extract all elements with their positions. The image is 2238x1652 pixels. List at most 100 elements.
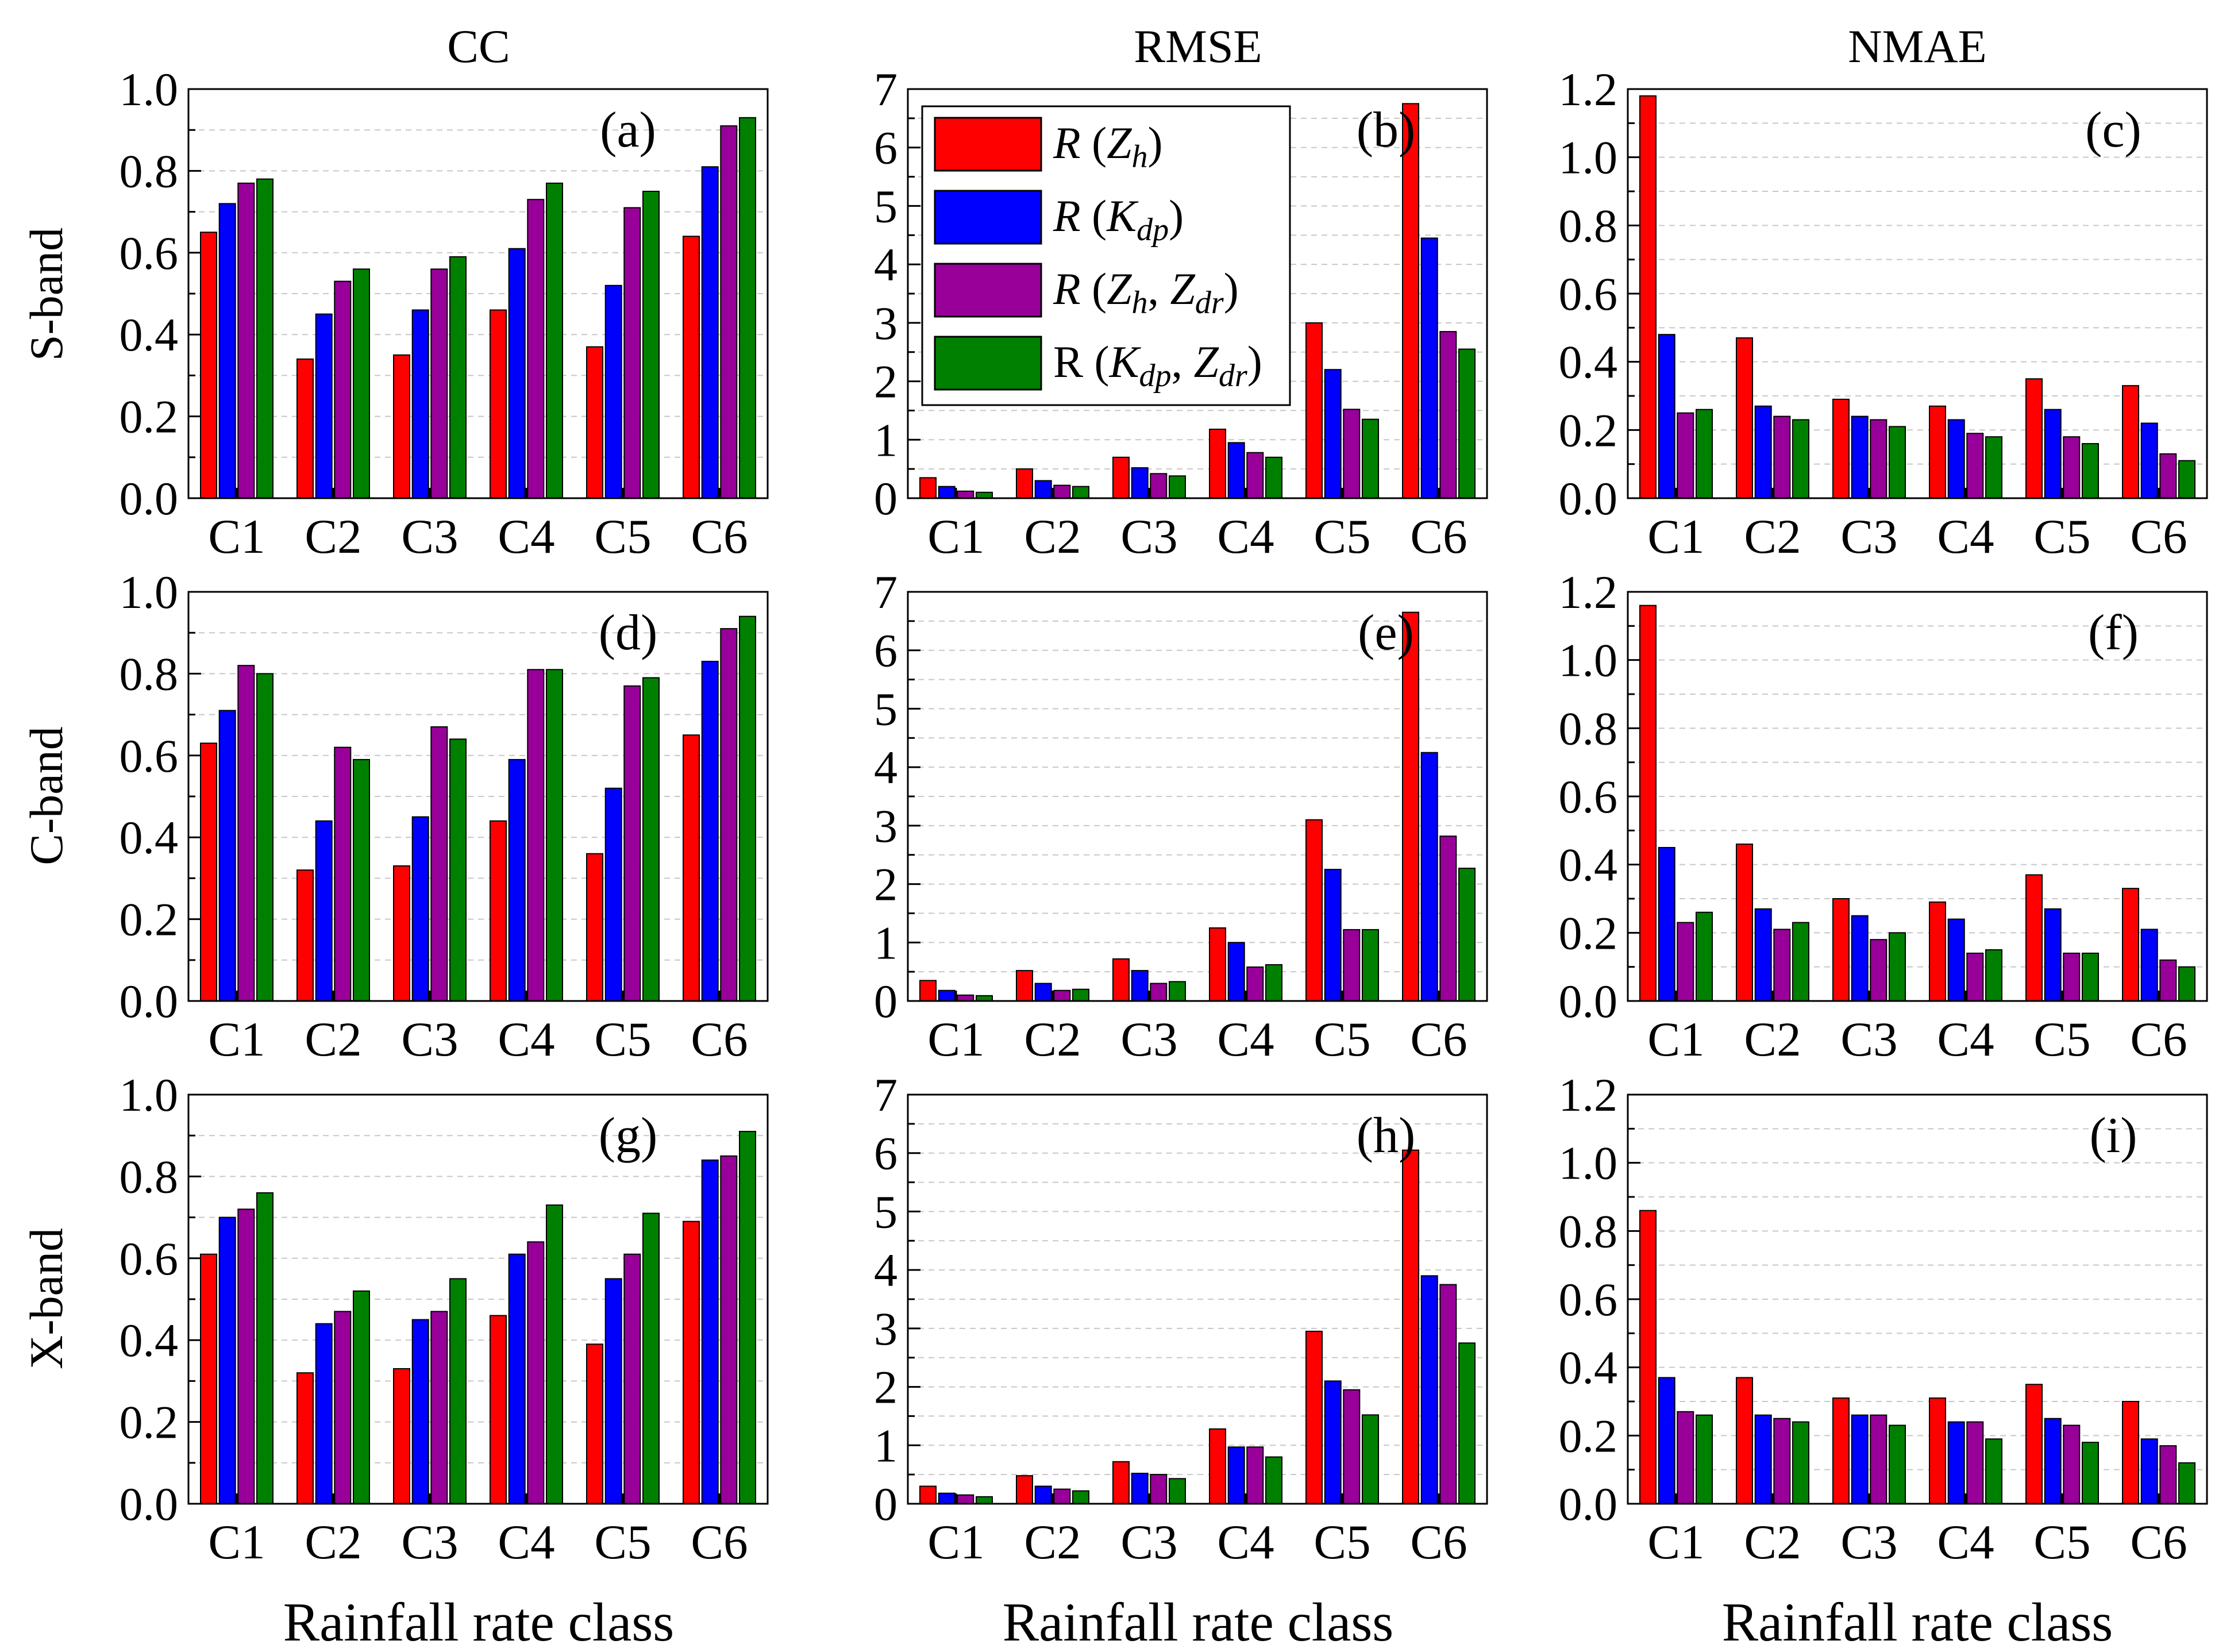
bar-a-c5-s1 (586, 346, 603, 499)
y-tick-label: 0.6 (120, 1233, 179, 1285)
bar-e-c4-s3 (1246, 966, 1264, 1002)
bar-f-c2-s2 (1754, 908, 1772, 1002)
x-tick-label: C4 (1937, 1515, 1994, 1569)
bar-e-c2-s4 (1072, 988, 1089, 1002)
x-tick-label: C5 (1313, 510, 1370, 564)
bar-d-c4-s2 (508, 758, 526, 1002)
x-tick-label: C5 (2033, 510, 2090, 564)
bar-g-c3-s1 (393, 1368, 410, 1504)
bar-e-c6-s1 (1402, 611, 1419, 1002)
bar-g-c6-s2 (701, 1159, 719, 1504)
panel-f: 0.0 0.2 0.4 0.6 0.8 1.0 1.2 C1 C2 C3 C4 C5 C6 (f) (1559, 566, 2208, 1066)
bar-h-c2-s4 (1072, 1490, 1089, 1505)
bar-d-c1-s3 (237, 665, 255, 1002)
panel-g: 0.0 0.2 0.4 0.6 0.8 1.0 C1 C2 C3 C4 C5 C6 (g) (120, 1069, 769, 1569)
bar-c-c4-s2 (1947, 419, 1965, 499)
y-tick-label: 0 (874, 1478, 897, 1530)
bar-g-c5-s1 (586, 1343, 603, 1505)
bar-d-c3-s3 (430, 726, 448, 1002)
y-tick-label: 1 (874, 414, 897, 466)
x-tick-label: C5 (2033, 1012, 2090, 1066)
bar-a-c3-s1 (393, 354, 410, 499)
x-axis-label-cc: Rainfall rate class (283, 1592, 675, 1652)
bar-c-c4-s3 (1966, 433, 1984, 499)
bar-c-c2-s1 (1736, 337, 1753, 499)
bar-b-c4-s3 (1246, 452, 1264, 499)
y-tick-label: 0.2 (1559, 907, 1618, 959)
bar-c-c5-s1 (2025, 378, 2043, 499)
bar-a-c4-s1 (490, 309, 507, 499)
bar-f-c3-s3 (1870, 939, 1888, 1002)
legend-swatch (934, 117, 1042, 172)
bar-b-c2-s4 (1072, 486, 1089, 499)
bar-d-c3-s2 (411, 816, 429, 1002)
bar-g-c3-s3 (430, 1311, 448, 1504)
bar-a-c5-s2 (604, 284, 622, 499)
panel-label: (f) (2088, 605, 2139, 661)
y-tick-label: 0.8 (1559, 199, 1618, 252)
bar-a-c6-s2 (701, 166, 719, 499)
bar-b-c1-s2 (938, 486, 956, 499)
y-tick-label: 6 (874, 1127, 897, 1180)
bar-a-c2-s3 (334, 280, 352, 499)
bar-f-c2-s4 (1792, 922, 1809, 1002)
y-tick-label: 4 (874, 1244, 897, 1296)
bar-i-c6-s1 (2122, 1401, 2139, 1504)
bar-d-c2-s4 (353, 758, 370, 1002)
x-tick-label: C4 (498, 510, 554, 564)
bar-b-c3-s2 (1131, 467, 1149, 499)
panel-label: (a) (600, 102, 656, 158)
bar-h-c1-s4 (976, 1496, 993, 1505)
bar-b-c1-s3 (957, 490, 974, 499)
bar-f-c2-s3 (1773, 929, 1791, 1002)
y-tick-label: 7 (874, 1069, 897, 1121)
y-tick-label: 0.8 (120, 145, 179, 197)
bar-c-c6-s3 (2159, 453, 2177, 499)
y-tick-label: 0.0 (1559, 472, 1618, 525)
bar-f-c1-s3 (1677, 922, 1694, 1002)
y-tick-label: 0.4 (1559, 1342, 1618, 1394)
bar-c-c4-s4 (1985, 436, 2002, 499)
bar-b-c4-s2 (1227, 442, 1245, 499)
bar-e-c6-s4 (1458, 868, 1476, 1002)
bar-b-c6-s1 (1402, 103, 1419, 499)
bar-i-c6-s3 (2159, 1445, 2177, 1505)
y-tick-label: 4 (874, 741, 897, 794)
bar-h-c2-s1 (1016, 1475, 1033, 1504)
bar-b-c5-s3 (1343, 409, 1361, 499)
bar-b-c5-s1 (1305, 322, 1323, 499)
y-tick-label: 0.8 (120, 648, 179, 700)
y-tick-label: 0.2 (120, 1396, 179, 1449)
bar-f-c5-s3 (2063, 952, 2081, 1002)
panel-c: 0.0 0.2 0.4 0.6 0.8 1.0 1.2 C1 C2 C3 C4 C5 C6 (c) (1559, 63, 2208, 564)
y-tick-label: 1 (874, 1419, 897, 1472)
bar-b-c4-s4 (1265, 456, 1282, 499)
bar-g-c1-s4 (256, 1192, 274, 1504)
x-tick-label: C1 (1647, 1515, 1704, 1569)
x-tick-label: C5 (594, 1515, 651, 1569)
bar-g-c6-s3 (720, 1155, 738, 1505)
column-title-rmse: RMSE (1134, 20, 1262, 72)
y-tick-label: 0.6 (120, 227, 179, 279)
row-label-c-band: C-band (20, 726, 72, 865)
bar-h-c5-s3 (1343, 1389, 1361, 1504)
y-tick-label: 0.0 (1559, 1478, 1618, 1530)
bar-a-c4-s3 (527, 199, 545, 499)
x-tick-label: C4 (1217, 510, 1274, 564)
bar-c-c5-s4 (2082, 443, 2099, 499)
bar-g-c2-s4 (353, 1290, 370, 1505)
y-tick-label: 0.2 (120, 894, 179, 946)
x-tick-label: C3 (1840, 1515, 1897, 1569)
x-tick-label: C6 (1410, 1012, 1467, 1066)
bar-e-c4-s4 (1265, 964, 1282, 1002)
x-tick-label: C1 (927, 1515, 984, 1569)
bar-a-c4-s4 (546, 182, 563, 499)
x-tick-label: C3 (1120, 1012, 1177, 1066)
bar-h-c3-s4 (1169, 1478, 1186, 1505)
x-tick-label: C1 (927, 1012, 984, 1066)
y-tick-label: 0.4 (120, 309, 179, 361)
bar-b-c2-s3 (1053, 484, 1071, 499)
bar-f-c5-s4 (2082, 952, 2099, 1002)
y-tick-label: 2 (874, 858, 897, 911)
bar-g-c4-s3 (527, 1241, 545, 1505)
